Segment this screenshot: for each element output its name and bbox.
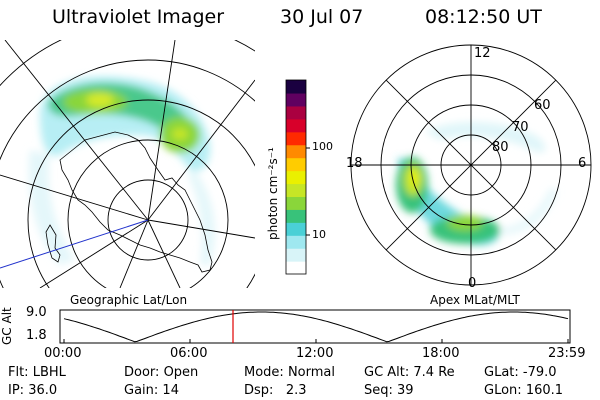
time-label: 08:12:50 UT — [425, 6, 542, 28]
info-seq: Seq: 39 — [364, 383, 414, 398]
mlt-label-6: 6 — [578, 156, 587, 171]
mlat-label-70: 70 — [512, 120, 529, 135]
coastline-island — [45, 224, 61, 263]
mlt-polar-plot — [350, 44, 592, 286]
mlt-spokes — [351, 45, 591, 285]
geographic-panel-label: Geographic Lat/Lon — [70, 293, 188, 307]
colorbar-stripe — [286, 157, 306, 172]
mlt-label-0: 0 — [468, 276, 477, 291]
colorbar-stripe — [286, 80, 306, 94]
colorbar-stripe — [286, 209, 306, 223]
mlt-label-18: 18 — [346, 156, 363, 171]
altitude-axis-label: GC Alt — [0, 307, 14, 345]
time-tick-2359: 23:59 — [548, 346, 586, 361]
colorbar-unit-label: photon cm⁻²s⁻¹ — [266, 147, 280, 240]
time-tick-0600: 06:00 — [170, 346, 208, 361]
colorbar-stripe — [286, 131, 306, 146]
info-flt: Flt: LBHL — [8, 365, 66, 380]
info-dsp: Dsp: 2.3 — [244, 383, 307, 398]
colorbar-stripe — [286, 170, 306, 185]
altitude-tick-max: 9.0 — [26, 305, 47, 320]
colorbar-stripe — [286, 235, 306, 249]
time-tick-1200: 12:00 — [296, 346, 334, 361]
mlt-label-12: 12 — [474, 46, 491, 61]
colorbar-stripe — [286, 196, 306, 210]
time-tick-1800: 18:00 — [422, 346, 460, 361]
info-gc-alt: GC Alt: 7.4 Re — [364, 365, 455, 380]
colorbar-stripe — [286, 144, 306, 159]
info-gain: Gain: 14 — [124, 383, 179, 398]
instrument-title: Ultraviolet Imager — [52, 6, 225, 28]
info-mode: Mode: Normal — [244, 365, 335, 380]
info-glon: GLon: 160.1 — [484, 383, 564, 398]
orbit-track-line — [0, 219, 149, 269]
altitude-curve — [63, 311, 569, 343]
colorbar-stripe — [286, 105, 306, 120]
colorbar-stripe — [286, 92, 306, 107]
colorbar-stripe — [286, 261, 306, 275]
color-scale-bar — [286, 80, 306, 275]
info-door: Door: Open — [124, 365, 199, 380]
aurora-emission-geo — [28, 76, 215, 265]
mlat-label-80: 80 — [492, 140, 509, 155]
coastline — [59, 131, 213, 273]
colorbar-tick-100: 100 — [312, 140, 333, 153]
date-label: 30 Jul 07 — [280, 6, 364, 28]
mlat-label-60: 60 — [534, 98, 551, 113]
colorbar-tick-10: 10 — [312, 228, 326, 241]
color-scale — [285, 79, 310, 275]
apex-panel-label: Apex MLat/MLT — [430, 293, 520, 307]
colorbar-stripe — [286, 183, 306, 197]
latitude-circles — [0, 40, 255, 288]
colorbar-stripe — [286, 118, 306, 133]
info-ip: IP: 36.0 — [8, 383, 58, 398]
info-glat: GLat: -79.0 — [484, 365, 557, 380]
colorbar-stripe — [286, 222, 306, 236]
altitude-plot — [59, 309, 571, 344]
longitude-lines — [0, 40, 255, 288]
time-tick-0000: 00:00 — [44, 346, 82, 361]
altitude-tick-min: 1.8 — [26, 328, 47, 343]
aurora-emission-mlt — [396, 121, 558, 246]
geographic-map — [0, 40, 255, 288]
colorbar-stripe — [286, 248, 306, 262]
